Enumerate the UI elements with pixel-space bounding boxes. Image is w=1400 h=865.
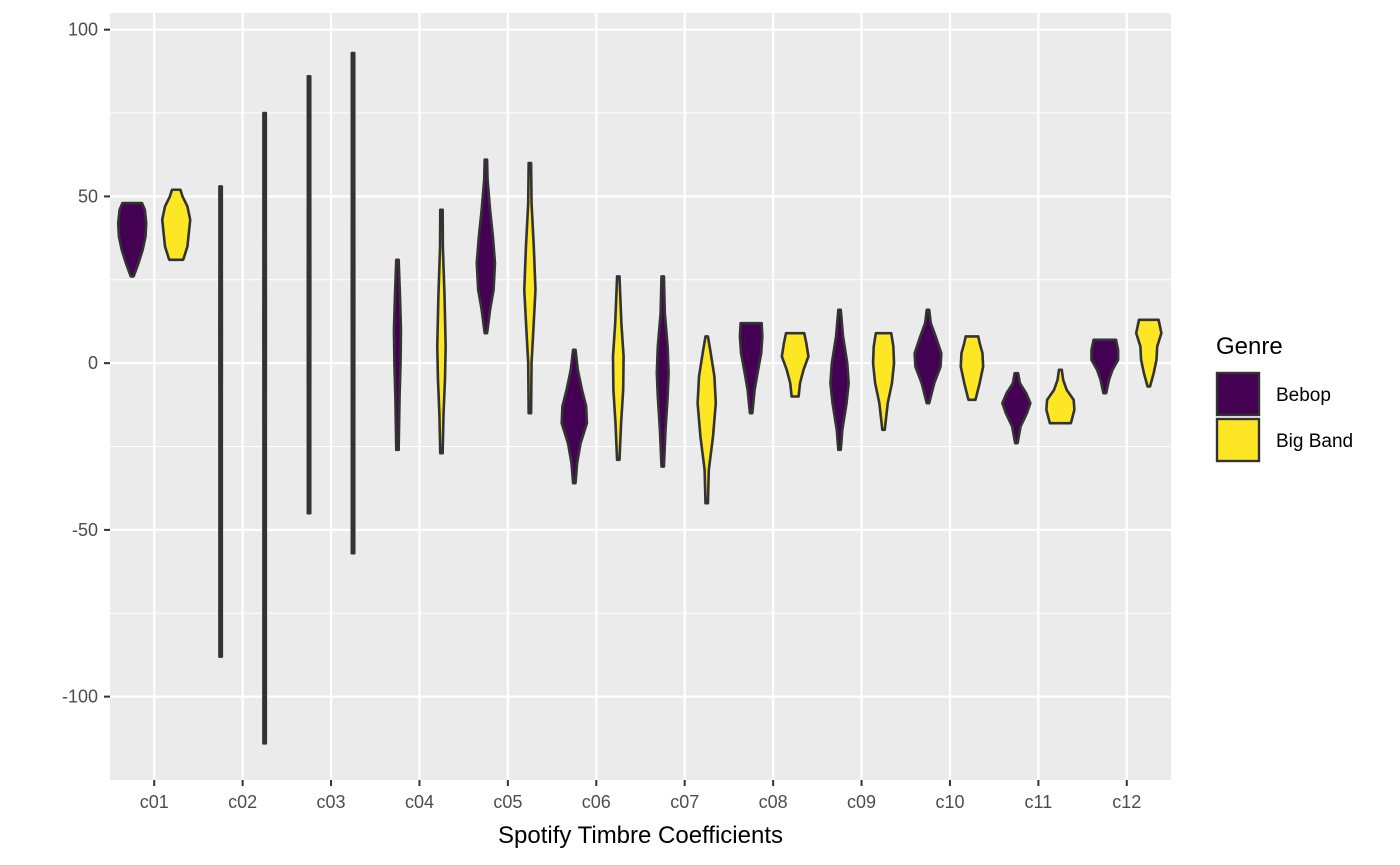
violin-bebop-c12 xyxy=(1090,338,1120,395)
x-tick-label: c09 xyxy=(847,792,876,812)
x-tick-label: c01 xyxy=(140,792,169,812)
y-tick-label: 50 xyxy=(78,186,98,206)
plot-panel xyxy=(110,13,1171,780)
violin-big-band-c06 xyxy=(611,275,625,462)
legend-swatch xyxy=(1215,417,1261,463)
violin-bebop-c09 xyxy=(829,308,850,452)
x-tick-label: c12 xyxy=(1112,792,1141,812)
violin-big-band-c03 xyxy=(350,51,356,555)
x-tick-label: c03 xyxy=(317,792,346,812)
violin-bebop-c03 xyxy=(306,75,312,515)
x-tick-label: c04 xyxy=(405,792,434,812)
y-tick-label: 100 xyxy=(68,20,98,40)
violin-big-band-c04 xyxy=(435,208,447,455)
legend-swatch xyxy=(1215,371,1261,417)
violins xyxy=(116,51,1163,745)
violin-big-band-c01 xyxy=(160,188,192,262)
violin-big-band-c05 xyxy=(522,161,537,415)
legend-label: Bebop xyxy=(1276,385,1331,406)
x-tick-label: c11 xyxy=(1025,792,1053,812)
violin-big-band-c09 xyxy=(871,331,896,432)
violin-bebop-c10 xyxy=(913,308,943,405)
x-tick-label: c02 xyxy=(228,792,257,812)
violin-big-band-c07 xyxy=(696,335,718,505)
violin-bebop-c07 xyxy=(655,275,670,468)
x-axis-title: Spotify Timbre Coefficients xyxy=(498,822,783,849)
grid-lines xyxy=(110,13,1171,780)
y-tick-label: 0 xyxy=(88,353,98,373)
violin-bebop-c05 xyxy=(475,158,497,335)
violin-bebop-c04 xyxy=(392,258,403,452)
violin-bebop-c08 xyxy=(738,321,764,415)
y-tick-label: -50 xyxy=(72,520,98,540)
violin-bebop-c01 xyxy=(116,201,148,278)
legend-label: Big Band xyxy=(1276,431,1353,452)
y-axis: -100 -50 0 50 100 xyxy=(62,20,110,707)
violin-big-band-c12 xyxy=(1134,318,1163,388)
violin-bebop-c11 xyxy=(1001,371,1032,445)
violin-bebop-c06 xyxy=(560,348,589,485)
x-tick-label: c10 xyxy=(935,792,964,812)
legend-title: Genre xyxy=(1216,333,1283,360)
violin-big-band-c10 xyxy=(959,335,985,402)
violin-big-band-c11 xyxy=(1045,368,1076,425)
x-tick-label: c08 xyxy=(759,792,788,812)
y-tick-label: -100 xyxy=(62,687,98,707)
x-axis: c01 c02 c03 c04 c05 c06 c07 c08 c09 c10 c11 c12 xyxy=(140,780,1141,812)
violin-big-band-c02 xyxy=(262,111,268,745)
violin-big-band-c08 xyxy=(780,331,810,398)
x-tick-label: c05 xyxy=(493,792,522,812)
x-tick-label: c07 xyxy=(670,792,699,812)
x-tick-label: c06 xyxy=(582,792,611,812)
legend: Genre Bebop Big Band xyxy=(1215,333,1353,463)
violin-bebop-c02 xyxy=(218,185,224,658)
